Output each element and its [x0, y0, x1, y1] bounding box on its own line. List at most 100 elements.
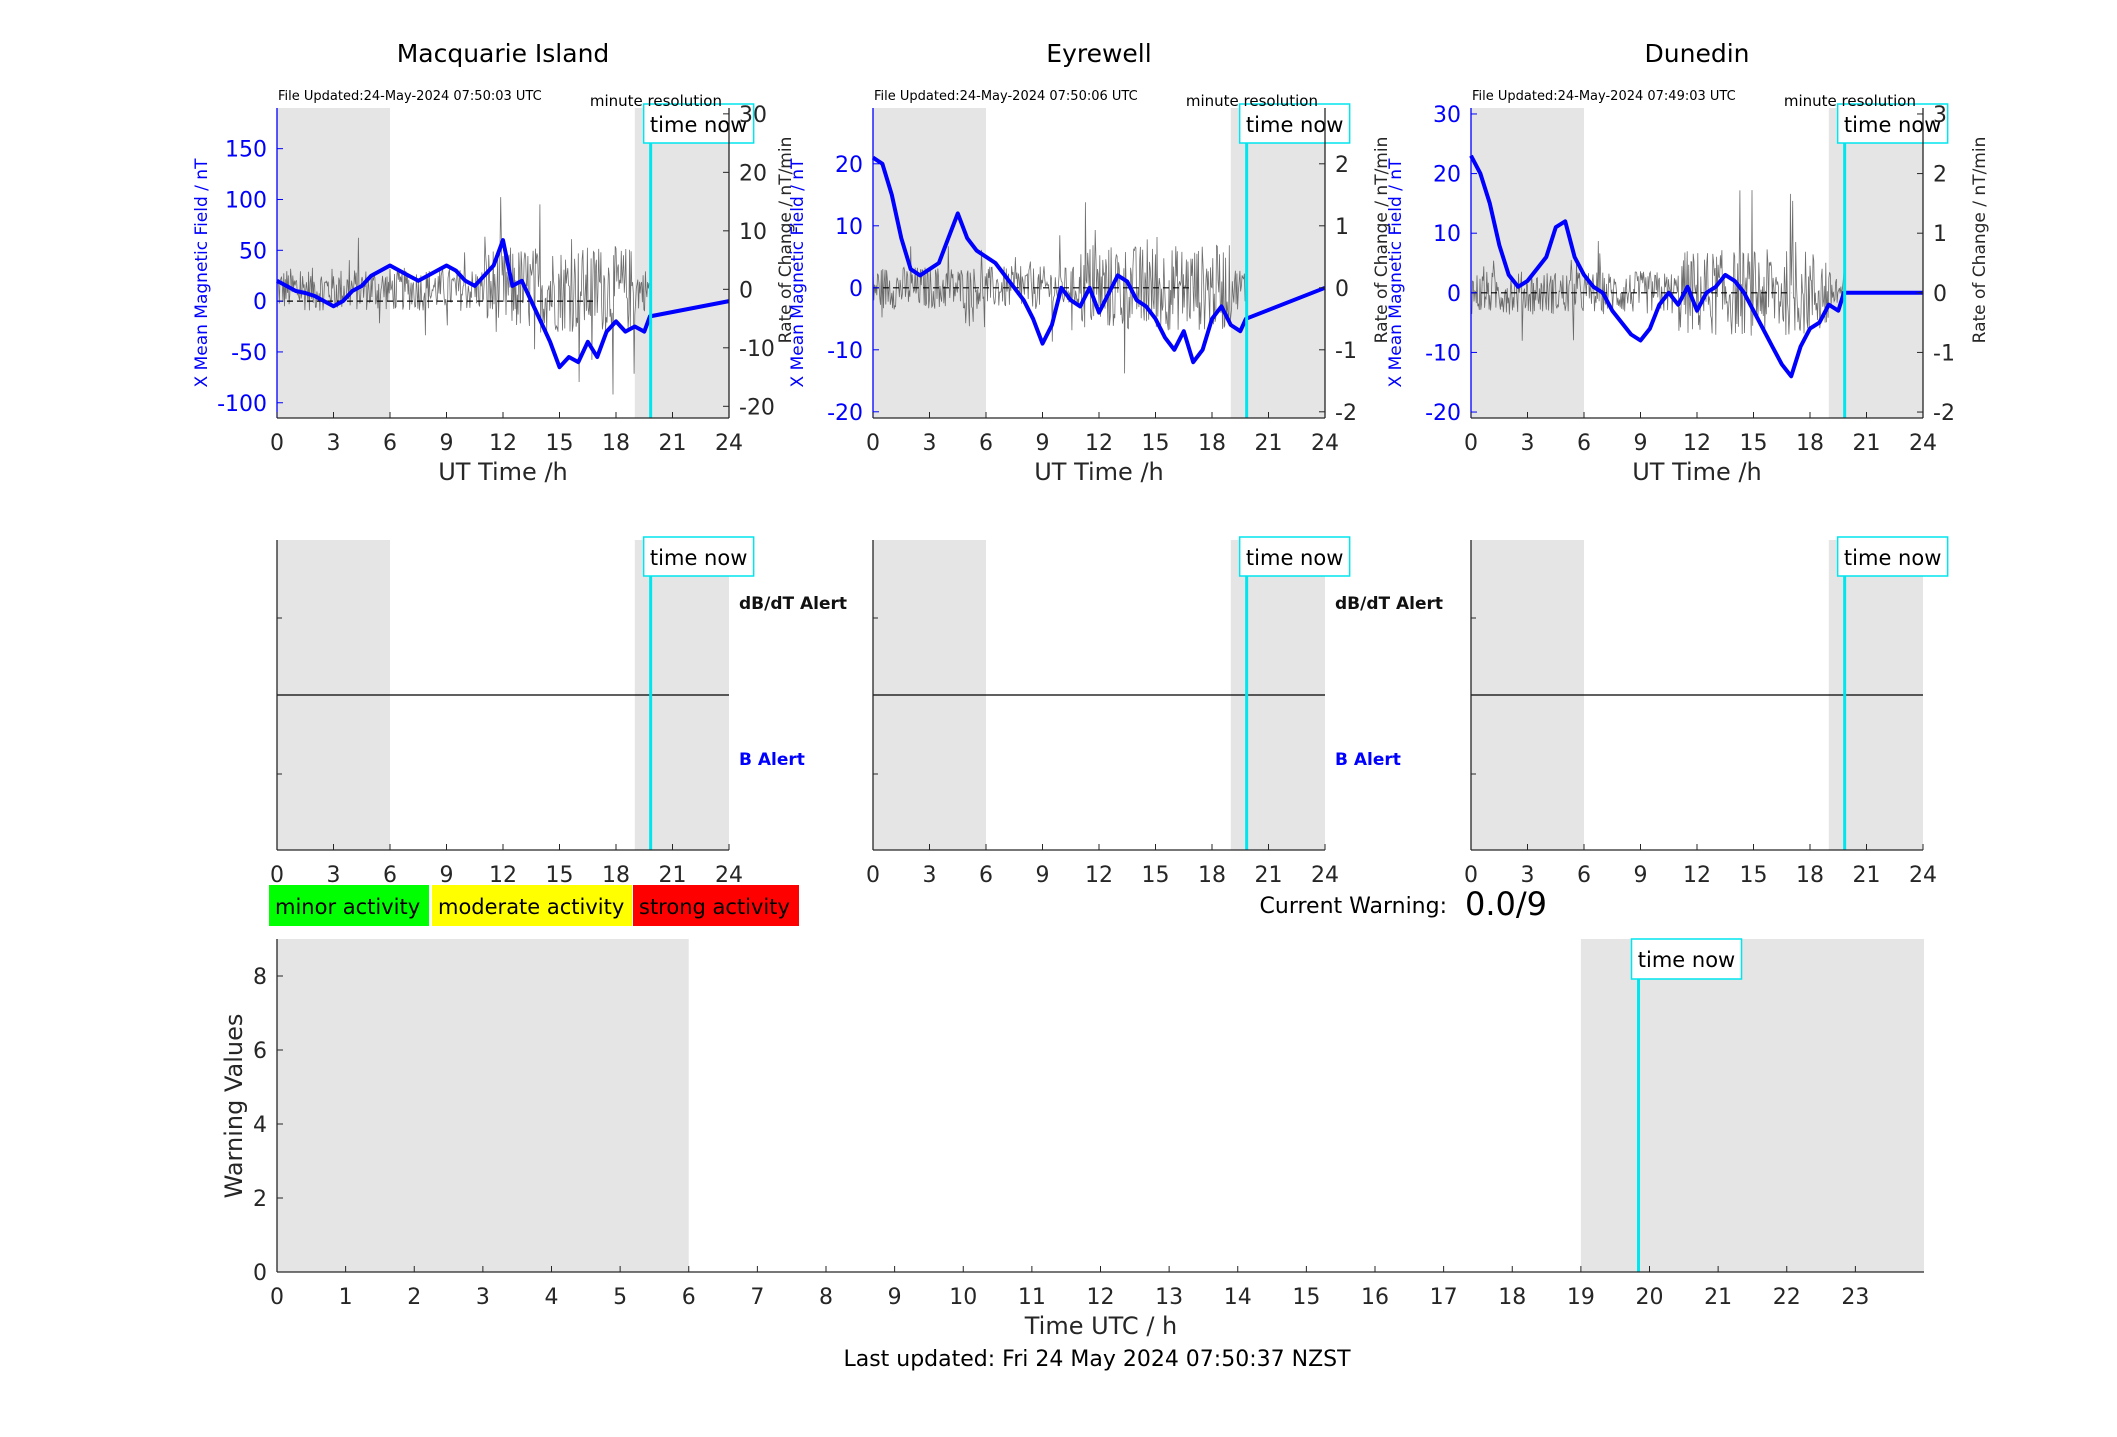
left-tick-label: 10	[1433, 222, 1461, 247]
x-tick-label: 3	[923, 863, 937, 888]
warning-x-tick-label: 4	[545, 1285, 559, 1310]
time-now-label: time now	[1246, 546, 1343, 570]
left-tick-label: 0	[849, 277, 863, 302]
right-tick-label: 0	[739, 278, 753, 303]
x-tick-label: 24	[1909, 863, 1937, 888]
file-updated-label: File Updated:24-May-2024 07:50:03 UTC	[278, 89, 542, 104]
x-tick-label: 12	[1683, 863, 1711, 888]
night-band	[1471, 108, 1584, 418]
right-tick-label: -2	[1933, 401, 1955, 426]
left-tick-label: -20	[1425, 401, 1461, 426]
x-tick-label: 9	[1634, 431, 1648, 456]
warning-y-tick-label: 4	[253, 1113, 267, 1138]
left-tick-label: 100	[225, 188, 267, 213]
warning-x-axis-label: Time UTC / h	[1024, 1312, 1178, 1340]
right-axis-label: Rate of Change / nT/min	[1372, 137, 1392, 344]
warning-x-tick-label: 9	[888, 1285, 902, 1310]
x-tick-label: 21	[1255, 863, 1283, 888]
night-band	[634, 108, 729, 418]
x-tick-label: 15	[546, 863, 574, 888]
station-title: Eyrewell	[1046, 39, 1151, 68]
right-tick-label: 2	[1335, 153, 1349, 178]
right-axis-label: Rate of Change / nT/min	[776, 137, 796, 344]
night-band	[277, 939, 689, 1272]
warning-y-tick-label: 8	[253, 965, 267, 990]
left-tick-label: 150	[225, 138, 267, 163]
legend-swatch-2	[633, 885, 799, 926]
field-line	[276, 238, 730, 370]
time-now-box	[1238, 103, 1351, 144]
x-tick-label: 21	[659, 431, 687, 456]
x-tick-label: 24	[1311, 863, 1339, 888]
dbdt-alert-label: dB/dT Alert	[739, 594, 847, 614]
right-tick-label: -1	[1933, 341, 1955, 366]
time-now-label: time now	[1246, 113, 1343, 137]
left-tick-label: 50	[239, 239, 267, 264]
last-updated-label: Last updated: Fri 24 May 2024 07:50:37 N…	[843, 1347, 1351, 1372]
left-axis-label: X Mean Magnetic Field / nT	[192, 158, 212, 388]
x-tick-label: 0	[1464, 863, 1478, 888]
warning-x-tick-label: 5	[613, 1285, 627, 1310]
x-tick-label: 15	[1142, 863, 1170, 888]
warning-x-tick-label: 23	[1841, 1285, 1869, 1310]
right-tick-label: -2	[1335, 401, 1357, 426]
x-tick-label: 12	[489, 431, 517, 456]
file-updated-label: File Updated:24-May-2024 07:50:06 UTC	[874, 89, 1138, 104]
x-tick-label: 18	[1796, 863, 1824, 888]
x-tick-label: 3	[1521, 431, 1535, 456]
warning-x-tick-label: 22	[1773, 1285, 1801, 1310]
x-tick-label: 18	[602, 431, 630, 456]
resolution-label: minute resolution	[1186, 92, 1318, 110]
x-tick-label: 0	[866, 863, 880, 888]
warning-x-tick-label: 21	[1704, 1285, 1732, 1310]
time-now-box	[1238, 536, 1351, 577]
x-tick-label: 6	[1577, 863, 1591, 888]
field-line	[1469, 154, 1923, 379]
x-tick-label: 15	[1740, 431, 1768, 456]
b-alert-label: B Alert	[1335, 750, 1401, 770]
x-tick-label: 0	[270, 431, 284, 456]
time-now-box	[642, 103, 755, 144]
x-axis-label: UT Time /h	[1632, 458, 1762, 486]
night-band	[873, 108, 986, 418]
warning-x-tick-label: 2	[407, 1285, 421, 1310]
warning-x-tick-label: 16	[1361, 1285, 1389, 1310]
x-tick-label: 9	[1036, 431, 1050, 456]
x-tick-label: 15	[1142, 431, 1170, 456]
x-tick-label: 9	[1036, 863, 1050, 888]
x-tick-label: 3	[327, 431, 341, 456]
station-title: Macquarie Island	[397, 39, 610, 68]
right-tick-label: 20	[739, 161, 767, 186]
left-tick-label: 20	[1433, 163, 1461, 188]
right-tick-label: 30	[739, 103, 767, 128]
time-now-box	[1836, 536, 1949, 577]
left-tick-label: -100	[217, 392, 267, 417]
left-tick-label: -20	[827, 401, 863, 426]
night-band	[1580, 939, 1924, 1272]
time-now-label: time now	[1844, 546, 1941, 570]
x-tick-label: 6	[979, 431, 993, 456]
x-tick-label: 0	[866, 431, 880, 456]
time-now-label: time now	[650, 113, 747, 137]
warning-x-tick-label: 14	[1224, 1285, 1252, 1310]
x-tick-label: 15	[1740, 863, 1768, 888]
x-tick-label: 6	[383, 431, 397, 456]
file-updated-label: File Updated:24-May-2024 07:49:03 UTC	[1472, 89, 1736, 104]
x-tick-label: 12	[489, 863, 517, 888]
x-tick-label: 6	[979, 863, 993, 888]
warning-x-tick-label: 3	[476, 1285, 490, 1310]
x-tick-label: 15	[546, 431, 574, 456]
dbdt-alert-label: dB/dT Alert	[1335, 594, 1443, 614]
left-tick-label: -10	[1425, 341, 1461, 366]
x-tick-label: 0	[270, 863, 284, 888]
warning-y-tick-label: 6	[253, 1039, 267, 1064]
night-band	[1828, 108, 1923, 418]
x-tick-label: 24	[715, 431, 743, 456]
warning-x-tick-label: 18	[1498, 1285, 1526, 1310]
current-warning-value: 0.0/9	[1465, 885, 1547, 923]
warning-y-axis-label: Warning Values	[220, 1014, 248, 1199]
x-tick-label: 6	[1577, 431, 1591, 456]
b-alert-label: B Alert	[739, 750, 805, 770]
right-tick-label: 10	[739, 220, 767, 245]
